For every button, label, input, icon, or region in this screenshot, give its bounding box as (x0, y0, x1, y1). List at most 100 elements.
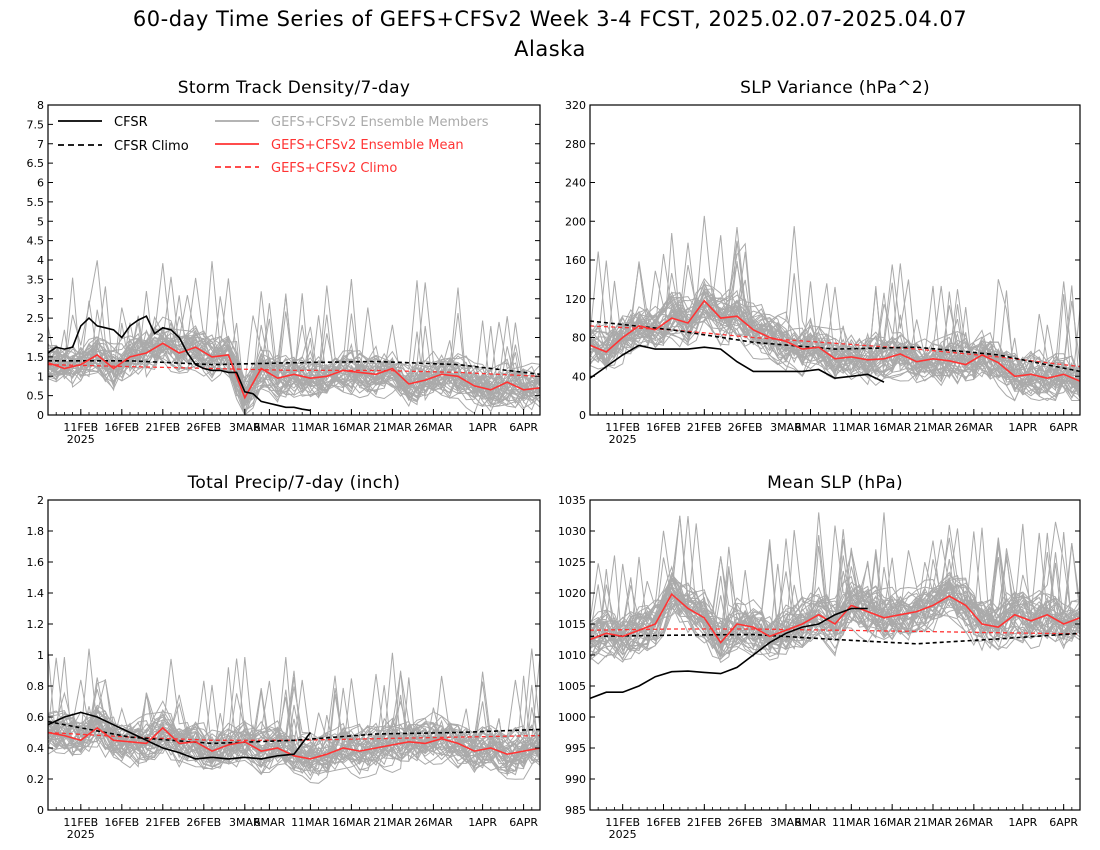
ensemble-member-line (48, 332, 540, 413)
plot-area (590, 512, 1080, 700)
y-tick-label: 0.2 (27, 773, 45, 786)
ensemble-climo-line (590, 325, 1080, 368)
x-tick-label: 6MAR (254, 421, 286, 434)
y-tick-label: 280 (565, 138, 586, 151)
x-tick-label: 21FEB (687, 816, 722, 829)
x-tick-label: 26FEB (728, 421, 763, 434)
x-tick-label: 6APR (509, 421, 538, 434)
x-tick-label: 21MAR (914, 421, 953, 434)
panels: Storm Track Density/7-day 0 0.5 1 1.5 2 2.5 3 3.… (27, 78, 1081, 841)
cfsr-climo-line (48, 720, 540, 745)
y-tick-label: 1010 (558, 649, 586, 662)
y-tick-label: 5.5 (27, 196, 45, 209)
y-tick-label: 1020 (558, 587, 586, 600)
ensemble-member-line (48, 293, 540, 415)
panel-title: Total Precip/7-day (inch) (187, 473, 401, 493)
ensemble-member-line (590, 512, 1080, 657)
ensemble-member-line (590, 512, 1080, 660)
ensemble-member-line (590, 300, 1080, 385)
x-year-label: 2025 (609, 433, 637, 446)
y-tick-label: 7.5 (27, 118, 45, 131)
x-tick-label: 11MAR (291, 816, 330, 829)
x-tick-label: 16MAR (873, 421, 912, 434)
ensemble-climo-line (48, 363, 540, 377)
x-tick-label: 26MAR (955, 421, 994, 434)
x-tick-label: 3MAR (770, 816, 802, 829)
panel-title: Mean SLP (hPa) (767, 473, 903, 493)
x-tick-label: 6MAR (795, 421, 827, 434)
y-tick-label: 0 (37, 804, 44, 817)
ensemble-member-line (48, 694, 540, 774)
y-tick-label: 7 (37, 138, 44, 151)
legend-cfsr-climo-label: CFSR Climo (114, 139, 189, 154)
ensemble-member-line (590, 516, 1080, 665)
y-tick-label: 1000 (558, 711, 586, 724)
x-tick-label: 26MAR (414, 421, 453, 434)
y-tick-label: 5 (37, 215, 44, 228)
x-tick-label: 1APR (468, 421, 497, 434)
x-tick-label: 6APR (509, 816, 538, 829)
ensemble-member-line (590, 571, 1080, 660)
y-tick-label: 80 (572, 332, 586, 345)
cfsr-line (48, 315, 311, 412)
ensemble-members (590, 215, 1080, 402)
x-tick-label: 1APR (1008, 421, 1037, 434)
chart-panel-3: Total Precip/7-day (inch)00.20.40.60.811… (27, 473, 541, 841)
y-tick-label: 0.4 (27, 742, 45, 755)
cfsr-line (590, 607, 868, 700)
x-tick-label: 6MAR (254, 816, 286, 829)
x-tick-label: 21MAR (914, 816, 953, 829)
y-tick-label: 4.5 (27, 235, 45, 248)
legend-ensemble-mean-label: GEFS+CFSv2 Ensemble Mean (271, 138, 464, 153)
y-tick-label: 1025 (558, 556, 586, 569)
y-tick-label: 0 (579, 409, 586, 422)
ensemble-member-line (48, 325, 540, 415)
ensemble-members (48, 648, 540, 784)
ensemble-member-line (590, 581, 1080, 661)
y-tick-label: 1.5 (27, 351, 45, 364)
y-tick-label: 120 (565, 293, 586, 306)
y-tick-label: 1.2 (27, 618, 45, 631)
x-tick-label: 21FEB (145, 421, 180, 434)
ensemble-mean-line (48, 726, 540, 760)
y-tick-label: 1005 (558, 680, 586, 693)
y-tick-label: 0.6 (27, 711, 45, 724)
plot-area (48, 260, 540, 415)
y-tick-label: 8 (37, 99, 44, 112)
ensemble-member-line (48, 313, 540, 407)
x-tick-label: 11FEB (605, 816, 640, 829)
ensemble-mean-line (48, 342, 540, 400)
y-tick-label: 1030 (558, 525, 586, 538)
ensemble-member-line (590, 235, 1080, 396)
y-tick-label: 240 (565, 177, 586, 190)
y-tick-label: 0 (37, 409, 44, 422)
y-tick-label: 2 (37, 332, 44, 345)
y-tick-label: 160 (565, 254, 586, 267)
x-tick-label: 26FEB (186, 816, 221, 829)
y-tick-label: 3.5 (27, 273, 45, 286)
y-tick-label: 6 (37, 177, 44, 190)
figure-subtitle: Alaska (514, 37, 586, 61)
ensemble-member-line (48, 677, 540, 774)
y-tick-label: 1.8 (27, 525, 45, 538)
ensemble-member-line (590, 294, 1080, 388)
y-tick-label: 1035 (558, 494, 586, 507)
y-tick-label: 990 (565, 773, 586, 786)
x-year-label: 2025 (67, 828, 95, 841)
x-tick-label: 26FEB (728, 816, 763, 829)
x-tick-label: 11FEB (605, 421, 640, 434)
x-tick-label: 16FEB (104, 421, 139, 434)
x-tick-label: 11FEB (63, 421, 98, 434)
y-tick-label: 6.5 (27, 157, 45, 170)
x-tick-label: 16FEB (646, 816, 681, 829)
ensemble-member-line (590, 537, 1080, 658)
x-tick-label: 6MAR (795, 816, 827, 829)
ensemble-member-line (48, 701, 540, 775)
cfsr-line (48, 711, 312, 760)
chart-panel-2: SLP Variance (hPa^2) 0 40 80 120 160 200 240 280… (565, 78, 1081, 446)
x-tick-label: 1APR (468, 816, 497, 829)
cfsr-climo-line (590, 320, 1080, 373)
y-tick-label: 320 (565, 99, 586, 112)
ensemble-member-line (48, 307, 540, 404)
